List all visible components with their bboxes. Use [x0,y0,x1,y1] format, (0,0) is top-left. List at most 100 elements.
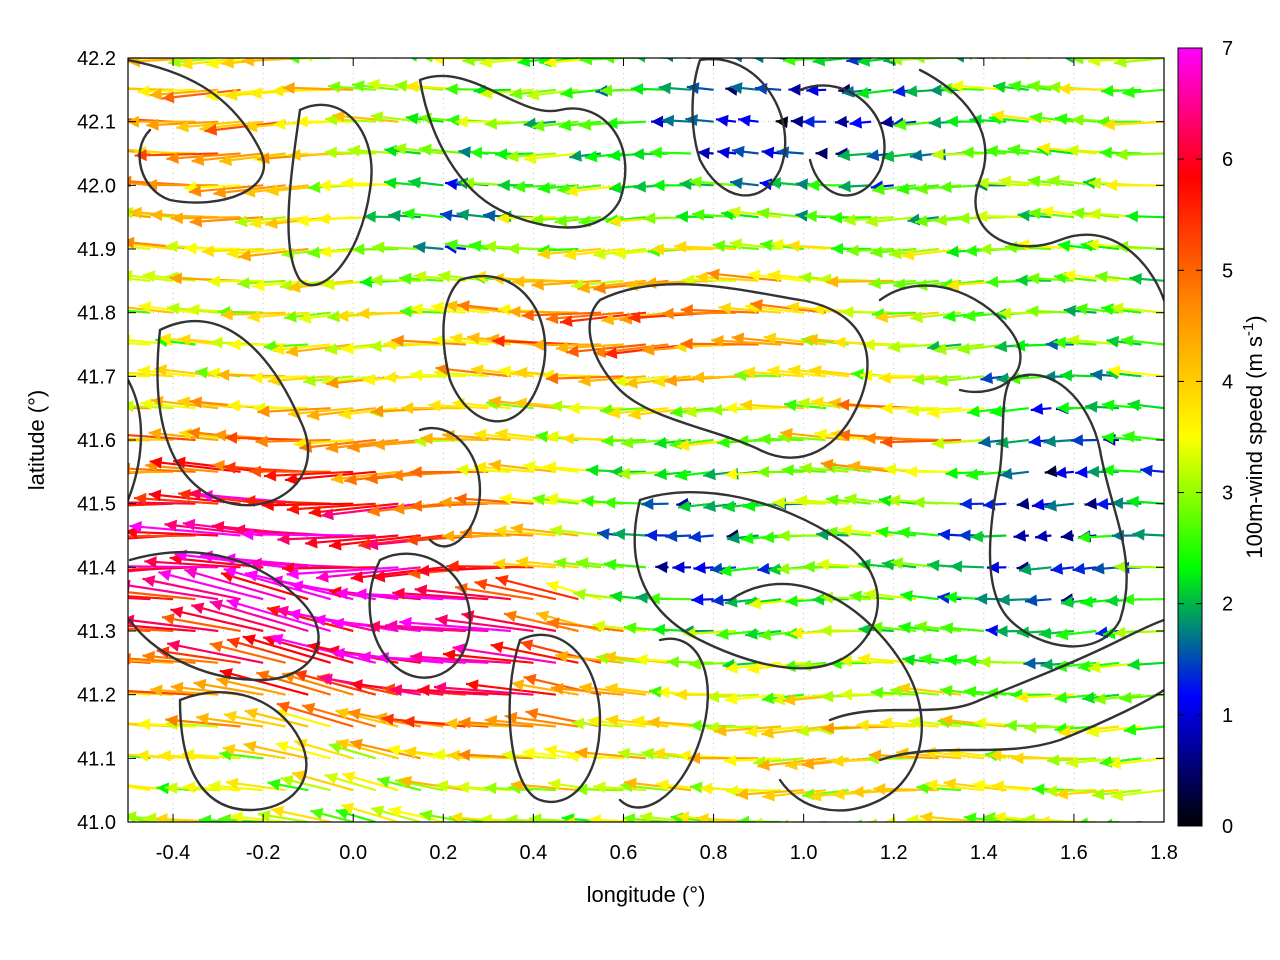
wind-vector-head [492,335,505,348]
wind-vector-head [511,679,525,691]
wind-vector-head [495,148,508,161]
wind-vector-head [593,282,606,294]
wind-vector-head [501,749,515,762]
wind-vector-head [129,206,142,219]
wind-vector-head [652,375,666,388]
wind-vector-head [292,770,306,782]
wind-vector-head [505,814,518,822]
wind-vector-head [771,238,784,251]
wind-vector-head [165,240,178,253]
terrain-contour [128,58,266,204]
terrain-contour [691,58,787,197]
wind-vector-head [170,212,183,225]
wind-vector-shaft [255,438,331,443]
wind-vector-head [138,301,152,314]
wind-vector-head [438,270,451,283]
wind-vector-head [839,688,852,701]
wind-vector-shaft [142,654,219,664]
wind-vector-shaft [209,642,286,664]
wind-vector-head [326,376,339,389]
wind-vector-head [189,396,202,409]
wind-vector-head [1114,58,1127,68]
wind-vector-head [510,779,524,792]
wind-vector-head [1007,144,1021,156]
wind-vector-head [578,374,591,387]
wind-vector-head [1140,464,1153,477]
terrain-contour [878,688,1164,762]
wind-vector-head [546,580,560,593]
wind-vector-head [128,400,134,413]
wind-vector-head [857,58,871,67]
wind-vector-shaft [281,566,376,570]
wind-vector-head [1055,628,1069,641]
wind-vector-head [661,307,674,320]
colorbar-tick-label: 1 [1222,705,1233,727]
terrain-contour [633,490,879,670]
colorbar-title: 100m-wind speed (m s-1) [1240,315,1267,558]
wind-vector-head [473,428,487,441]
wind-vector-shaft [161,615,241,633]
wind-vector-head [639,811,653,822]
wind-vector-head [1016,497,1030,510]
wind-vector-head [1077,660,1091,673]
wind-vector-head [307,246,321,259]
wind-vector-head [282,82,295,94]
terrain-contour [618,637,709,809]
wind-vector-head [509,87,523,100]
wind-vector-head [484,117,497,130]
wind-vector-head [267,778,281,791]
wind-vector-head [672,561,685,574]
wind-vector-head [571,717,585,730]
wind-vector-shaft [503,612,579,633]
wind-vector-head [1054,113,1068,125]
wind-vector-head [699,782,712,795]
wind-vector-head [168,58,181,68]
wind-vector-head [607,406,621,419]
wind-vector-head [820,458,834,471]
wind-vector-head [825,494,839,507]
wind-vector-head [890,557,904,570]
wind-vector-head [255,435,268,448]
wind-vector-head [577,281,591,294]
wind-vector-head [603,496,616,509]
wind-vector-head [344,473,357,486]
wind-vector-head [374,712,388,725]
wind-vector-head [471,364,484,377]
wind-vector-head [729,238,742,251]
wind-vector-head [128,270,133,282]
wind-vector-head [432,334,446,347]
wind-vector-head [651,243,664,256]
wind-vector-head [170,681,184,694]
wind-vector-head [608,215,621,227]
wind-vector-head [394,80,408,92]
wind-vector-shaft [166,642,264,664]
wind-vector-shaft [389,688,489,696]
wind-vector-head [443,649,456,661]
wind-vector-head [665,530,678,543]
wind-vector-head [998,175,1012,188]
wind-vector-head [508,305,521,318]
wind-vector-head [498,365,511,378]
wind-vector-head [809,789,822,802]
wind-vector-head [142,575,156,588]
wind-vector-head [431,58,444,65]
wind-vector-head [784,399,797,412]
wind-vector-head [883,463,896,476]
wind-vector-head [494,525,507,538]
wind-vector-head [548,778,561,791]
wind-vector-shaft [452,646,557,664]
wind-vector-head [521,309,534,322]
wind-vector-head [223,710,237,723]
wind-vector-head [496,212,509,225]
wind-vector-head [149,88,162,101]
wind-vector-head [526,88,540,101]
wind-vector-head [563,248,577,261]
wind-vector-head [550,682,564,695]
wind-vector-head [604,347,618,359]
wind-vector-head [265,217,278,230]
wind-vector-head [390,469,404,482]
wind-vector-head [462,58,475,67]
wind-vector-head [1119,691,1132,704]
wind-vector-head [1129,273,1142,285]
wind-vector-head [731,332,745,345]
